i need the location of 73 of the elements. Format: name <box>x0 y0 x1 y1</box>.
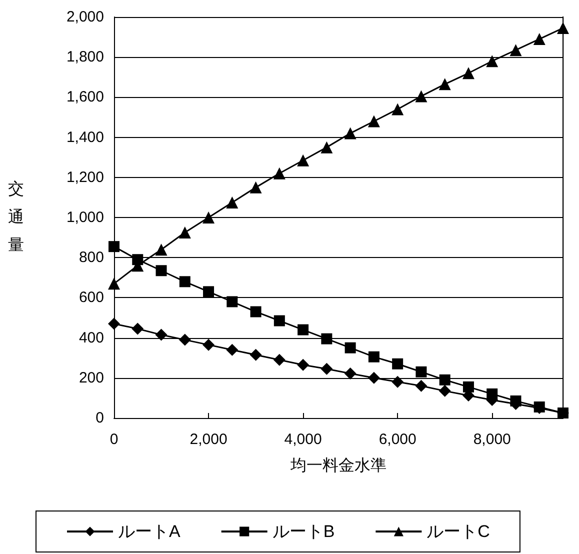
point <box>344 342 356 354</box>
point <box>178 334 191 346</box>
legend-label: ルートC <box>426 522 490 541</box>
point <box>108 278 120 290</box>
point <box>438 384 451 397</box>
point <box>250 181 262 194</box>
point <box>486 55 498 68</box>
y-tick-label: 0 <box>96 410 104 426</box>
x-tick-label: 8,000 <box>473 431 511 448</box>
point <box>132 322 144 335</box>
point <box>368 372 380 384</box>
point <box>108 318 120 330</box>
point <box>416 366 427 378</box>
point <box>486 388 498 400</box>
point <box>368 115 380 128</box>
y-tick-label: 1,600 <box>66 88 104 106</box>
point <box>368 351 380 362</box>
point <box>178 226 191 239</box>
y-tick-label: 1,400 <box>66 128 104 146</box>
point <box>533 33 546 46</box>
y-axis-title: 交通量 <box>8 180 24 254</box>
point <box>392 358 404 370</box>
y-tick-label: 400 <box>78 329 104 346</box>
y-tick-label: 1,200 <box>66 168 104 186</box>
x-tick-label: 4,000 <box>284 431 322 448</box>
point <box>320 141 333 154</box>
point <box>274 315 285 326</box>
y-tick-label: 1,000 <box>66 209 104 226</box>
point <box>439 374 450 386</box>
point <box>156 265 167 276</box>
point <box>392 103 404 116</box>
point <box>462 67 474 80</box>
point <box>203 286 214 298</box>
point <box>297 154 310 166</box>
point <box>202 338 215 351</box>
y-tick-label: 1,800 <box>66 48 104 66</box>
y-tick-label: 800 <box>78 249 104 266</box>
x-tick-label: 0 <box>110 431 118 448</box>
legend-label: ルートB <box>272 522 335 541</box>
point <box>557 22 569 34</box>
point <box>179 276 190 288</box>
point <box>344 127 356 140</box>
point <box>155 244 168 256</box>
point <box>273 354 286 366</box>
y-tick-label: 2,000 <box>66 8 104 26</box>
point <box>226 296 238 308</box>
point <box>250 348 262 361</box>
point <box>298 324 309 336</box>
point <box>155 328 168 341</box>
point <box>320 362 333 375</box>
x-axis-title: 均一料金水準 <box>290 456 386 474</box>
point <box>202 212 215 224</box>
legend-label: ルートA <box>118 522 181 541</box>
y-tick-label: 600 <box>78 289 104 306</box>
point <box>510 44 522 56</box>
point <box>226 344 238 356</box>
point <box>108 241 120 252</box>
point <box>344 367 356 380</box>
point <box>438 78 451 90</box>
point <box>558 407 568 418</box>
point <box>415 90 428 102</box>
point <box>415 380 428 392</box>
y-tick-label: 200 <box>78 369 104 386</box>
point <box>250 306 262 318</box>
point <box>226 196 238 208</box>
x-tick-label: 6,000 <box>378 431 416 448</box>
point <box>392 376 404 388</box>
x-tick-label: 2,000 <box>190 431 228 448</box>
point <box>510 395 522 406</box>
point <box>462 381 474 392</box>
point <box>321 333 332 344</box>
point <box>273 167 286 180</box>
point <box>297 358 310 371</box>
